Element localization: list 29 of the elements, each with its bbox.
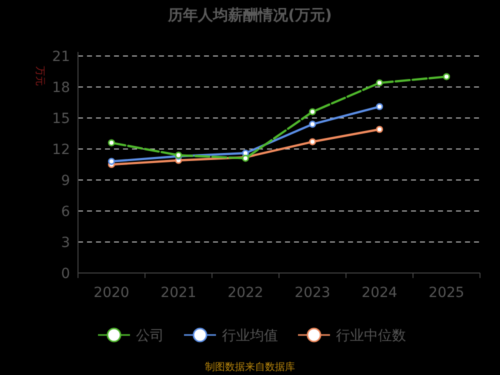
point — [376, 79, 384, 86]
point — [108, 139, 116, 146]
x-tick-label: 2023 — [294, 285, 330, 301]
y-tick-label: 0 — [61, 266, 70, 282]
y-tick-label: 6 — [61, 204, 70, 220]
legend-label: 行业中位数 — [336, 328, 406, 344]
x-tick-label: 2020 — [94, 285, 130, 301]
x-tick-label: 2024 — [362, 285, 398, 301]
legend-label: 公司 — [136, 328, 164, 344]
y-tick-label: 18 — [52, 80, 70, 96]
y-tick-label: 21 — [52, 49, 70, 65]
text: 制图数据来自数据库 — [205, 361, 295, 373]
y-tick-label: 9 — [61, 173, 70, 189]
x-tick-label: 2021 — [160, 285, 196, 301]
x-tick-label: 2025 — [428, 285, 464, 301]
point — [376, 103, 384, 110]
y-tick-label: 3 — [61, 235, 70, 251]
point — [308, 120, 316, 128]
legend-label: 行业均值 — [222, 328, 278, 344]
y-tick-label: 12 — [52, 142, 70, 158]
point — [108, 158, 116, 165]
y-tick-label: 15 — [52, 111, 70, 127]
y-axis-title: 万元 — [34, 66, 45, 86]
chart-title: 历年人均薪酬情况(万元) — [167, 6, 332, 24]
point — [376, 126, 384, 133]
point — [442, 73, 450, 80]
point — [308, 108, 316, 116]
point — [308, 138, 316, 146]
x-tick-label: 2022 — [228, 285, 264, 301]
